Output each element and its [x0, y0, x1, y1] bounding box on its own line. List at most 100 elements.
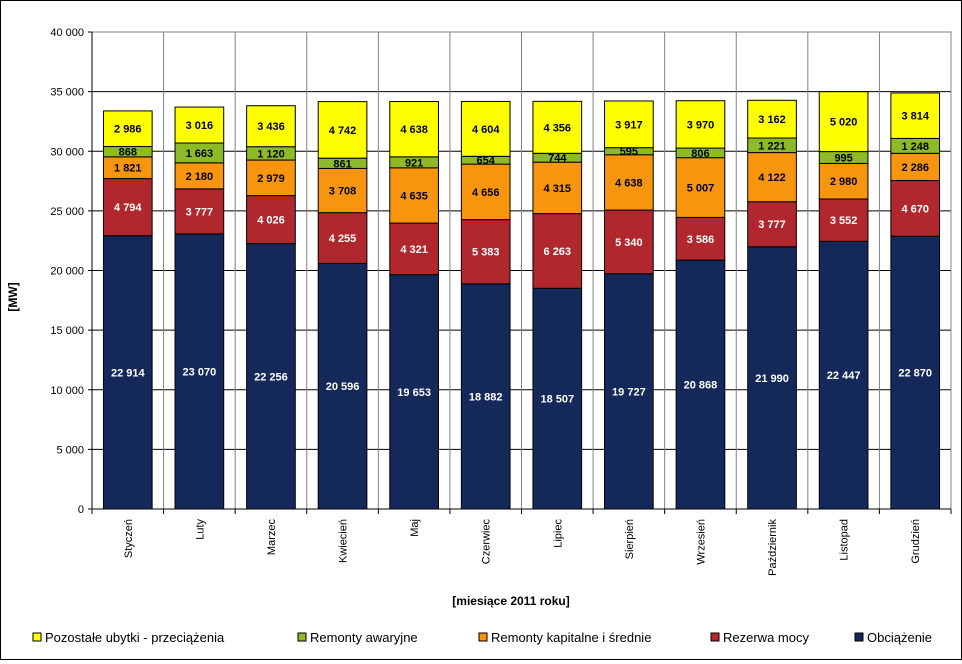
data-label: 2 180 — [186, 171, 214, 183]
x-tick-label: Czerwiec — [481, 519, 493, 565]
data-label: 3 586 — [687, 234, 715, 246]
bar-segment-5-4 — [317, 101, 368, 159]
data-label: 806 — [691, 148, 709, 160]
y-tick-label: 30 000 — [50, 146, 84, 158]
bar-segment-5-10 — [747, 99, 797, 139]
data-label: 4 356 — [544, 122, 572, 134]
bar-segment-2-4 — [317, 212, 368, 264]
data-label: 20 868 — [684, 380, 718, 392]
data-label: 3 917 — [615, 119, 643, 131]
x-tick-label: Wrzesień — [695, 519, 707, 565]
bar-segment-5-1 — [102, 110, 153, 148]
data-label: 4 638 — [400, 124, 428, 136]
x-tick-label: Styczeń — [123, 519, 135, 558]
data-label: 4 255 — [329, 233, 357, 245]
bar-segment-1-11 — [818, 240, 869, 510]
x-tick-label: Październik — [767, 519, 779, 576]
data-label: 995 — [834, 152, 852, 164]
data-label: 2 986 — [114, 124, 142, 136]
bar-segment-3-11 — [818, 162, 869, 200]
gridlines — [92, 31, 951, 509]
data-label: 22 914 — [111, 367, 146, 379]
data-label: 4 670 — [901, 203, 929, 215]
legend-swatch — [32, 632, 42, 642]
data-label: 18 507 — [540, 394, 574, 406]
legend-entry: Pozostałe ubytki - przeciążenia — [45, 630, 225, 645]
data-label: 19 653 — [397, 387, 431, 399]
data-label: 1 663 — [186, 148, 214, 160]
data-label: 19 727 — [612, 386, 646, 398]
bar-segment-3-2 — [174, 162, 225, 190]
data-label: 18 882 — [469, 391, 503, 403]
x-tick-label: Listopad — [839, 519, 851, 561]
data-label: 744 — [548, 153, 567, 165]
data-label: 868 — [119, 147, 137, 159]
data-label: 4 656 — [472, 187, 500, 199]
legend-entry: Obciążenie — [867, 630, 932, 645]
bar-segment-3-4 — [317, 167, 368, 214]
legend-swatch — [478, 632, 488, 642]
bar-segment-3-9 — [675, 157, 726, 218]
bar-segment-2-1 — [102, 178, 153, 237]
data-label: 21 990 — [755, 373, 789, 385]
y-tick-label: 25 000 — [50, 206, 84, 218]
legend-swatch — [854, 632, 864, 642]
y-tick-label: 35 000 — [50, 87, 84, 99]
data-label: 654 — [477, 155, 496, 167]
data-label: 3 436 — [257, 121, 285, 133]
bar-segment-3-10 — [747, 152, 797, 203]
y-axis-title: [MW] — [6, 282, 20, 311]
bar-segment-2-12 — [890, 180, 941, 237]
data-label: 921 — [405, 157, 423, 169]
legend-entry: Remonty kapitalne i średnie — [491, 630, 651, 645]
bar-segment-5-2 — [174, 106, 225, 144]
legend-entry: Rezerwa mocy — [723, 630, 809, 645]
data-label: 1 221 — [758, 140, 786, 152]
data-label: 4 122 — [758, 172, 786, 184]
y-tick-label: 40 000 — [50, 27, 84, 39]
data-label: 5 383 — [472, 247, 500, 259]
data-label: 5 340 — [615, 237, 643, 249]
bar-segment-5-7 — [532, 100, 583, 154]
bar-segment-5-8 — [604, 100, 654, 149]
data-label: 3 814 — [901, 111, 929, 123]
data-label: 3 552 — [830, 215, 858, 227]
bar-segment-1-8 — [604, 273, 654, 510]
data-label: 2 286 — [901, 162, 929, 174]
x-axis-title: [miesiące 2011 roku] — [452, 594, 569, 608]
bar-segment-2-9 — [675, 216, 726, 261]
x-tick-label: Luty — [194, 519, 206, 540]
axes: 0 5 000 10 000 15 000 20 000 25 000 30 000 35 0… — [50, 27, 952, 576]
bar-segment-1-5 — [389, 274, 439, 510]
legend: Pozostałe ubytki - przeciążenia Remonty a… — [32, 630, 932, 645]
data-label: 4 026 — [257, 215, 285, 227]
bar-segment-3-3 — [246, 159, 296, 197]
data-label: 1 248 — [901, 141, 929, 153]
data-label: 6 263 — [544, 246, 572, 258]
bar-segment-2-3 — [246, 195, 296, 245]
data-label: 4 742 — [329, 125, 357, 137]
data-labels: 22 914 4 794 1 821 868 2 986 23 070 3 777 2 180… — [111, 111, 932, 406]
data-label: 4 638 — [615, 177, 643, 189]
data-label: 1 821 — [114, 163, 142, 175]
data-label: 3 708 — [329, 186, 357, 198]
bar-segment-1-12 — [890, 235, 941, 510]
legend-swatch — [297, 632, 307, 642]
data-label: 22 256 — [254, 371, 288, 383]
data-label: 23 070 — [183, 366, 217, 378]
x-tick-label: Kwiecień — [338, 519, 350, 563]
bar-segment-3-8 — [604, 154, 654, 211]
legend-entry: Remonty awaryjne — [310, 630, 418, 645]
legend-swatch — [710, 632, 720, 642]
bar-segment-3-7 — [532, 161, 583, 215]
data-label: 1 120 — [257, 148, 285, 160]
bar-segment-1-3 — [246, 243, 296, 510]
data-label: 3 970 — [687, 119, 715, 131]
x-tick-label: Maj — [409, 519, 421, 537]
data-label: 4 321 — [400, 244, 428, 256]
data-label: 22 447 — [827, 370, 861, 382]
data-label: 4 604 — [472, 124, 500, 136]
bar-segment-2-11 — [818, 198, 869, 242]
x-tick-label: Lipiec — [552, 519, 564, 548]
